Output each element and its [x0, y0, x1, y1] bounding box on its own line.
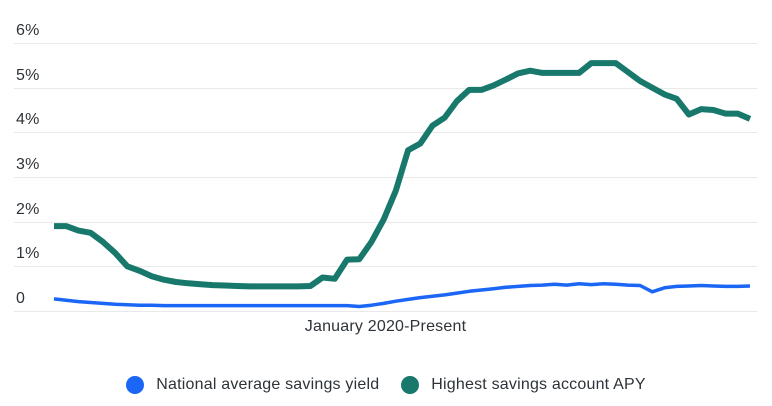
y-tick-label: 6%: [16, 22, 40, 39]
gridline: [14, 43, 757, 44]
line-series-national-average: [53, 282, 751, 309]
y-tick-label: 0: [16, 290, 26, 307]
gridline: [14, 177, 757, 178]
line-series-highest-apy: [54, 60, 752, 290]
gridline: [14, 311, 757, 312]
x-axis-label: January 2020-Present: [304, 318, 467, 335]
legend-item-national-average: National average savings yield: [126, 376, 379, 394]
legend-dot-icon: [126, 376, 145, 394]
gridline: [14, 132, 757, 134]
legend-dot-icon: [401, 376, 420, 394]
plot-area: 6% 5% 4% 3% 2% 1% 0: [14, 22, 757, 312]
y-tick-label: 5%: [16, 66, 40, 84]
y-tick-label: 3%: [16, 156, 40, 173]
chart-legend: National average savings yield Highest sa…: [0, 376, 772, 394]
y-tick-label: 1%: [16, 245, 40, 263]
legend-label: Highest savings account APY: [431, 376, 646, 393]
gridline: [14, 266, 757, 268]
chart-lines: [53, 60, 752, 309]
legend-item-highest-apy: Highest savings account APY: [401, 376, 646, 394]
legend-label: National average savings yield: [156, 376, 380, 393]
gridline: [14, 87, 757, 89]
y-tick-label: 4%: [16, 111, 40, 129]
y-tick-label: 2%: [16, 200, 40, 218]
